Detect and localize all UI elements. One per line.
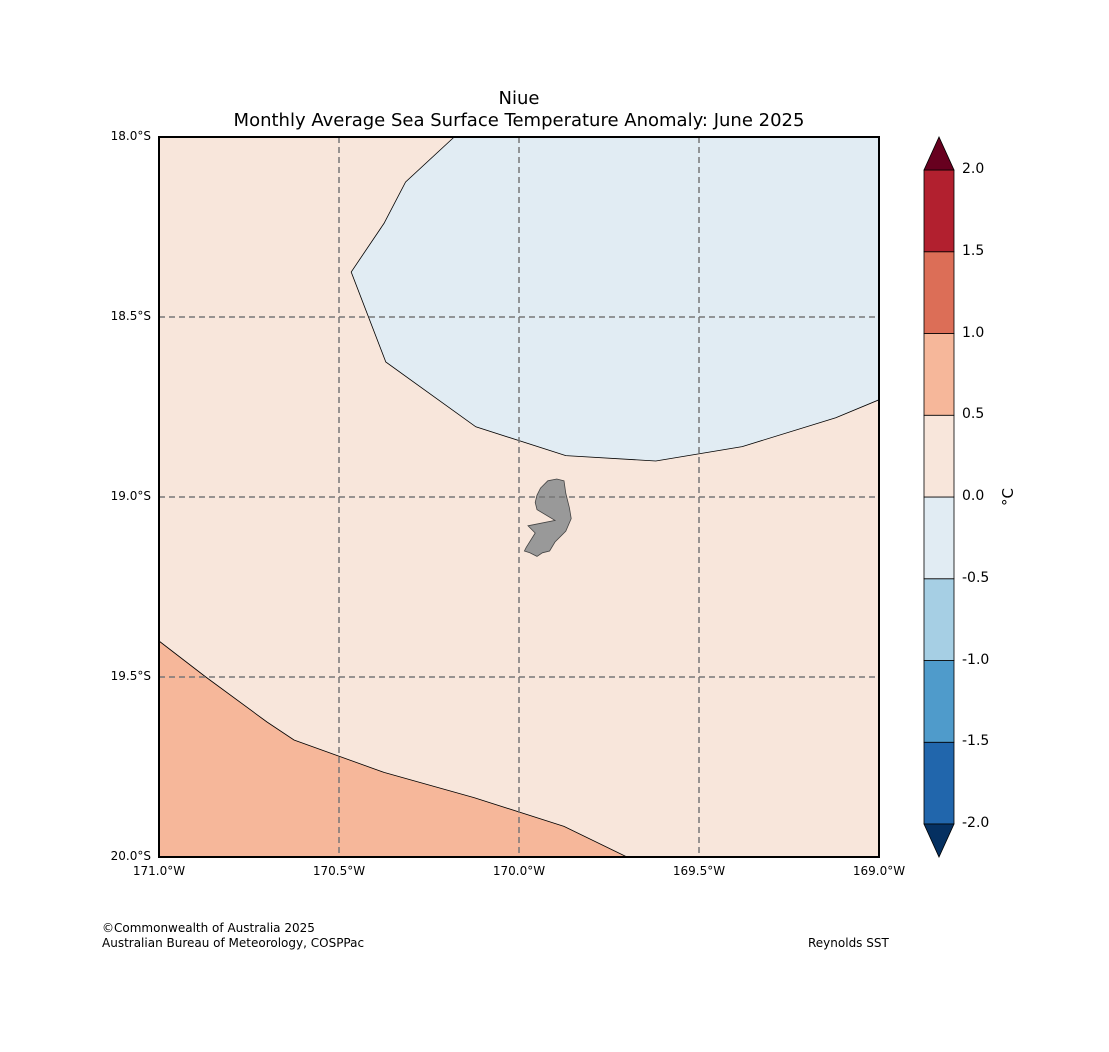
map-title: Niue	[498, 88, 540, 109]
agency-text: Australian Bureau of Meteorology, COSPPa…	[102, 936, 365, 950]
lon-tick-label: 170.5°W	[312, 864, 366, 878]
colorbar-segment	[923, 333, 955, 416]
lat-tick-label: 20.0°S	[110, 849, 151, 863]
colorbar-segment	[923, 660, 955, 743]
colorbar-over-arrow	[923, 136, 955, 171]
colorbar-segment	[923, 496, 955, 580]
lat-tick-label: 19.5°S	[110, 669, 151, 683]
colorbar-tick-label: 2.0	[962, 161, 985, 177]
colorbar-segment	[923, 251, 955, 334]
colorbar-tick-label: -2.0	[962, 815, 990, 831]
land-layer	[523, 478, 572, 557]
lat-tick-label: 19.0°S	[110, 489, 151, 503]
lat-tick-label: 18.0°S	[110, 129, 151, 143]
colorbar-segment	[923, 741, 955, 825]
map-frame	[158, 136, 880, 858]
lon-tick-label: 170.0°W	[492, 864, 546, 878]
colorbar-tick-label: 1.0	[962, 324, 985, 341]
copyright-text: ©Commonwealth of Australia 2025	[102, 921, 315, 935]
colorbar	[923, 136, 955, 858]
colorbar-unit-label: °C	[998, 488, 1017, 506]
lon-tick-label: 169.5°W	[672, 864, 726, 878]
land-niue	[523, 478, 572, 557]
colorbar-tick-label: -1.5	[962, 733, 990, 750]
colorbar-tick-label: 0.0	[962, 488, 985, 504]
colorbar-tick-label: -0.5	[962, 569, 990, 586]
colorbar-segment	[923, 578, 955, 661]
colorbar-tick-label: -1.0	[962, 651, 990, 668]
data-source-text: Reynolds SST	[808, 936, 889, 950]
colorbar-segment	[923, 414, 955, 498]
map-subtitle: Monthly Average Sea Surface Temperature …	[233, 110, 805, 131]
lat-tick-label: 18.5°S	[110, 309, 151, 323]
lon-tick-label: 171.0°W	[132, 864, 186, 878]
colorbar-under-arrow	[923, 823, 955, 858]
gridlines	[159, 137, 879, 857]
colorbar-tick-label: 1.5	[962, 242, 985, 259]
colorbar-segment	[923, 169, 955, 253]
colorbar-tick-label: 0.5	[962, 406, 985, 423]
lon-tick-label: 169.0°W	[852, 864, 906, 878]
